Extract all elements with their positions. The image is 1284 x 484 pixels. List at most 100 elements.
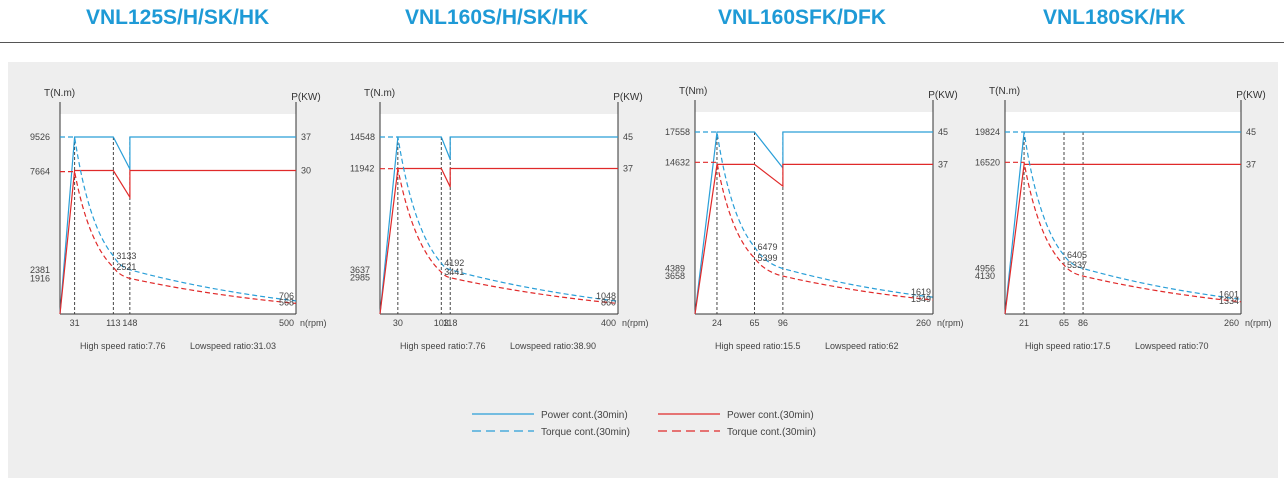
chart2-ylabel: T(N.m) xyxy=(364,88,395,99)
chart3-y-tick-17558: 17558 xyxy=(665,127,690,137)
chart2-power-series-blue xyxy=(379,136,618,315)
chart2-power-series-red xyxy=(379,167,618,315)
chart2-torque-label-3441: 3441 xyxy=(444,267,464,277)
legend: Power cont.(30min) Torque cont.(30min) P… xyxy=(472,410,816,438)
chart3-low-speed-ratio: Lowspeed ratio:62 xyxy=(825,341,899,351)
chart1-y2-tick-30: 30 xyxy=(301,165,311,175)
chart4-y-tick-4130: 4130 xyxy=(975,271,995,281)
model-title-2: VNL160S/H/SK/HK xyxy=(405,6,589,29)
chart4-x-tick-86: 86 xyxy=(1078,318,1088,328)
chart2-y-tick-2985: 2985 xyxy=(350,273,370,283)
chart1-y-tick-1916: 1916 xyxy=(30,273,50,283)
legend-torque-red: Torque cont.(30min) xyxy=(727,427,816,438)
chart1-y2label: P(KW) xyxy=(291,92,320,103)
chart2-x-tick-103: 103 xyxy=(434,318,449,328)
chart2-torque-label-1048: 1048 xyxy=(596,291,616,301)
chart1-xlabel: n(rpm) xyxy=(300,318,327,328)
chart1-low-speed-ratio: Lowspeed ratio:31.03 xyxy=(190,341,276,351)
legend-torque-blue: Torque cont.(30min) xyxy=(541,427,630,438)
chart2-x-tick-400: 400 xyxy=(601,318,616,328)
chart4-torque-label-6405: 6405 xyxy=(1067,250,1087,260)
chart1-torque-label-706: 706 xyxy=(279,291,294,301)
chart4-torque-label-1334: 1334 xyxy=(1219,296,1239,306)
chart2-high-speed-ratio: High speed ratio:7.76 xyxy=(400,341,486,351)
chart2-low-speed-ratio: Lowspeed ratio:38.90 xyxy=(510,341,596,351)
chart2-y-tick-3637: 3637 xyxy=(350,265,370,275)
chart4-x-tick-260: 260 xyxy=(1224,318,1239,328)
chart2-torque-series-blue xyxy=(380,136,619,302)
legend-power-blue: Power cont.(30min) xyxy=(541,410,628,421)
chart4-y-tick-4956: 4956 xyxy=(975,264,995,274)
header-divider xyxy=(0,42,1284,43)
chart2-y2-tick-45: 45 xyxy=(623,132,633,142)
chart1-torque-series-blue xyxy=(60,136,297,302)
chart2-y2-tick-37: 37 xyxy=(623,163,633,173)
chart1-high-speed-ratio: High speed ratio:7.76 xyxy=(80,341,166,351)
chart4-x-tick-65: 65 xyxy=(1059,318,1069,328)
chart4-low-speed-ratio: Lowspeed ratio:70 xyxy=(1135,341,1209,351)
chart1-y-tick-9526: 9526 xyxy=(30,132,50,142)
chart2-x-tick-118: 118 xyxy=(443,318,457,328)
chart3-x-tick-260: 260 xyxy=(916,318,931,328)
chart4-high-speed-ratio: High speed ratio:17.5 xyxy=(1025,341,1111,351)
chart1-ylabel: T(N.m) xyxy=(44,88,75,99)
chart4-y2-tick-37: 37 xyxy=(1246,159,1256,169)
chart4-torque-series-blue xyxy=(1005,131,1242,300)
chart4-plot-area xyxy=(1005,112,1241,314)
chart3-torque-label-1619: 1619 xyxy=(911,287,931,297)
chart1-power-series-blue xyxy=(59,136,296,315)
chart3-ylabel: T(Nm) xyxy=(679,86,707,97)
chart1-y2-tick-37: 37 xyxy=(301,132,311,142)
chart1-x-tick-113: 113 xyxy=(106,318,120,328)
chart1-power-series-red xyxy=(59,169,296,315)
chart3-y-tick-3658: 3658 xyxy=(665,271,685,281)
chart2-torque-label-860: 860 xyxy=(601,298,616,308)
chart3-y2label: P(KW) xyxy=(928,90,957,101)
chart3-power-series-red xyxy=(694,163,933,315)
chart2-y-tick-11942: 11942 xyxy=(350,164,374,174)
chart1-x-tick-500: 500 xyxy=(279,318,294,328)
chart1-torque-series-red xyxy=(60,171,297,304)
chart3-x-tick-24: 24 xyxy=(712,318,722,328)
chart1-torque-label-3133: 3133 xyxy=(116,251,136,261)
chart2-xlabel: n(rpm) xyxy=(622,318,649,328)
model-title-3: VNL160SFK/DFK xyxy=(718,6,887,29)
chart4-y-tick-16520: 16520 xyxy=(975,157,1000,167)
chart4-torque-label-5337: 5337 xyxy=(1067,260,1087,270)
chart3-y-tick-4389: 4389 xyxy=(665,264,685,274)
chart3-y2-tick-37: 37 xyxy=(938,159,948,169)
model-title-1: VNL125S/H/SK/HK xyxy=(86,6,270,29)
chart4-power-series-blue xyxy=(1004,131,1241,315)
chart3-torque-label-1349: 1349 xyxy=(911,294,931,304)
chart1-y-tick-2381: 2381 xyxy=(30,265,50,275)
legend-power-red: Power cont.(30min) xyxy=(727,410,814,421)
chart1-plot-area xyxy=(60,114,296,314)
chart3-high-speed-ratio: High speed ratio:15.5 xyxy=(715,341,801,351)
chart2-y-tick-14548: 14548 xyxy=(350,132,375,142)
chart4-x-tick-21: 21 xyxy=(1019,318,1029,328)
chart4-torque-label-1601: 1601 xyxy=(1219,289,1239,299)
chart2-torque-series-red xyxy=(380,168,619,305)
chart4-y2-tick-45: 45 xyxy=(1246,127,1256,137)
chart1-torque-label-568: 568 xyxy=(279,297,294,307)
chart1-y-tick-7664: 7664 xyxy=(30,167,50,177)
chart1-x-tick-148: 148 xyxy=(122,318,137,328)
chart2-torque-label-4192: 4192 xyxy=(444,258,464,268)
chart4-xlabel: n(rpm) xyxy=(1245,318,1272,328)
model-title-4: VNL180SK/HK xyxy=(1043,6,1186,29)
chart3-torque-label-6479: 6479 xyxy=(758,242,778,252)
chart1-x-tick-31: 31 xyxy=(70,318,80,328)
chart3-torque-series-red xyxy=(695,161,934,301)
chart2-x-tick-30: 30 xyxy=(393,318,403,328)
chart4-power-series-red xyxy=(1004,163,1241,315)
chart4-torque-series-red xyxy=(1005,161,1242,303)
chart1-torque-label-2521: 2521 xyxy=(116,262,136,272)
chart3-y-tick-14632: 14632 xyxy=(665,157,690,167)
chart3-torque-series-blue xyxy=(695,131,934,298)
header: VNL125S/H/SK/HK VNL160S/H/SK/HK VNL160SF… xyxy=(0,0,1284,42)
chart3-x-tick-65: 65 xyxy=(749,318,759,328)
chart3-x-tick-96: 96 xyxy=(778,318,788,328)
chart3-plot-area xyxy=(695,112,933,314)
chart3-xlabel: n(rpm) xyxy=(937,318,964,328)
